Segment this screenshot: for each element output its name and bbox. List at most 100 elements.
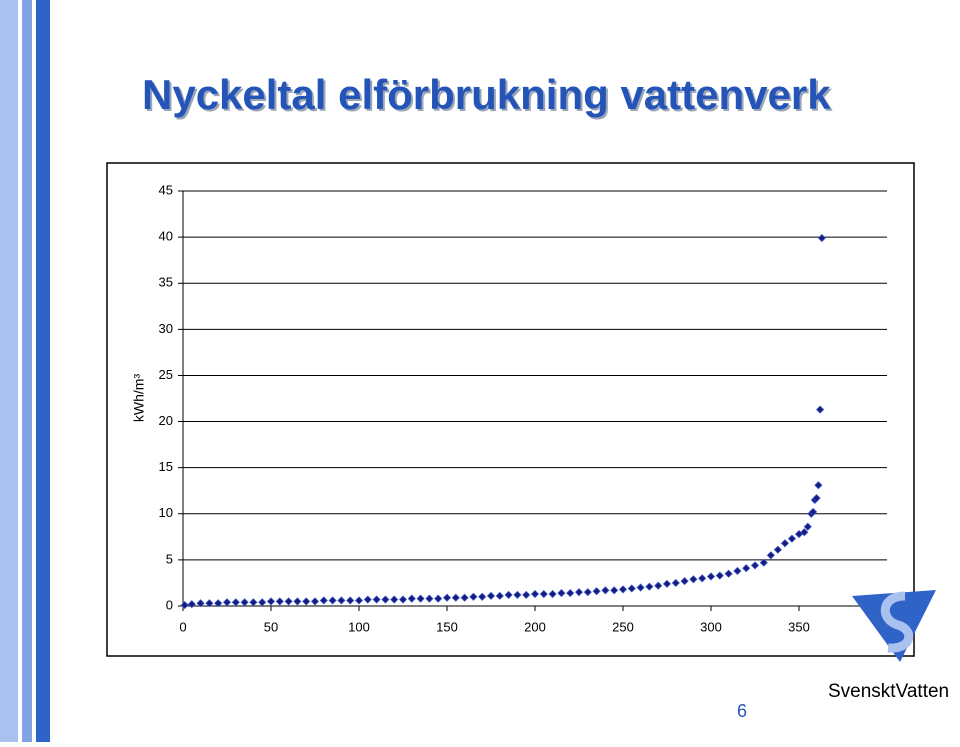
x-tick-label: 300 xyxy=(700,619,722,634)
point xyxy=(486,591,496,600)
point xyxy=(627,584,636,593)
point xyxy=(645,582,654,591)
y-tick-label: 15 xyxy=(159,459,173,474)
point xyxy=(346,596,355,605)
point xyxy=(513,590,522,599)
point xyxy=(416,594,425,603)
point xyxy=(698,574,707,583)
title-shadow: Nyckeltal elförbrukning vattenverk xyxy=(144,73,833,120)
point xyxy=(434,594,443,603)
point xyxy=(800,528,809,537)
point xyxy=(814,481,823,490)
point xyxy=(548,589,557,599)
point xyxy=(610,586,619,595)
point xyxy=(354,596,364,605)
point xyxy=(240,598,249,607)
point xyxy=(654,581,663,590)
point xyxy=(809,507,818,516)
point xyxy=(460,593,469,602)
point xyxy=(689,575,698,584)
point xyxy=(284,597,293,606)
title: Nyckeltal elförbrukning vattenverk xyxy=(142,71,831,118)
x-tick-label: 200 xyxy=(524,619,546,634)
point xyxy=(504,590,513,599)
point xyxy=(766,551,775,560)
point xyxy=(205,599,214,608)
x-tick-label: 350 xyxy=(788,619,810,634)
point xyxy=(817,233,826,243)
point xyxy=(407,594,416,603)
logo-text: SvensktVatten xyxy=(828,681,949,702)
point xyxy=(662,579,672,588)
y-axis-label: kWh/m³ xyxy=(131,374,147,423)
logo-s xyxy=(880,591,914,653)
point xyxy=(566,589,575,598)
point xyxy=(214,599,223,608)
point xyxy=(319,596,328,605)
point xyxy=(495,591,504,600)
point xyxy=(398,595,408,604)
x-tick-label: 150 xyxy=(436,619,458,634)
point xyxy=(337,596,346,605)
y-tick-label: 45 xyxy=(159,182,173,197)
y-tick-label: 10 xyxy=(159,505,173,520)
chart-frame xyxy=(106,162,915,657)
side-stripe xyxy=(0,0,18,742)
point xyxy=(592,587,601,596)
point xyxy=(816,405,825,414)
point xyxy=(310,597,320,606)
point xyxy=(302,597,311,606)
y-tick-label: 40 xyxy=(159,229,173,244)
point xyxy=(249,598,258,607)
side-stripe xyxy=(36,0,50,742)
page-number: 6 xyxy=(737,701,747,721)
x-tick-label: 0 xyxy=(179,619,186,634)
point xyxy=(618,585,628,594)
point xyxy=(706,572,716,581)
point xyxy=(372,595,381,604)
point xyxy=(636,583,645,592)
y-tick-label: 35 xyxy=(159,275,173,290)
point xyxy=(478,592,487,601)
point xyxy=(715,571,724,580)
point xyxy=(557,589,566,598)
point xyxy=(258,598,267,607)
point xyxy=(787,534,797,543)
point xyxy=(187,600,196,609)
point xyxy=(803,522,812,531)
y-tick-label: 0 xyxy=(166,597,173,612)
point xyxy=(539,589,548,599)
point xyxy=(742,564,751,573)
point xyxy=(180,601,189,610)
point xyxy=(724,569,733,578)
point xyxy=(601,586,610,595)
y-tick-label: 25 xyxy=(159,367,173,382)
point xyxy=(425,594,434,603)
point xyxy=(390,595,399,604)
point xyxy=(222,598,232,607)
x-tick-label: 50 xyxy=(264,619,278,634)
point xyxy=(680,577,689,586)
point xyxy=(574,588,584,597)
y-tick-label: 30 xyxy=(159,321,173,336)
point xyxy=(583,588,592,597)
point xyxy=(231,598,240,607)
point xyxy=(671,578,680,588)
point xyxy=(275,597,284,606)
point xyxy=(759,558,768,567)
point xyxy=(442,593,452,602)
point xyxy=(522,590,531,599)
point xyxy=(750,561,760,570)
point xyxy=(363,595,372,604)
point xyxy=(530,589,540,599)
logo xyxy=(852,590,936,662)
point xyxy=(469,592,478,601)
y-tick-label: 20 xyxy=(159,413,173,428)
point xyxy=(773,545,782,554)
point xyxy=(293,597,302,606)
point xyxy=(381,595,390,604)
point xyxy=(451,593,460,602)
point xyxy=(812,494,821,503)
